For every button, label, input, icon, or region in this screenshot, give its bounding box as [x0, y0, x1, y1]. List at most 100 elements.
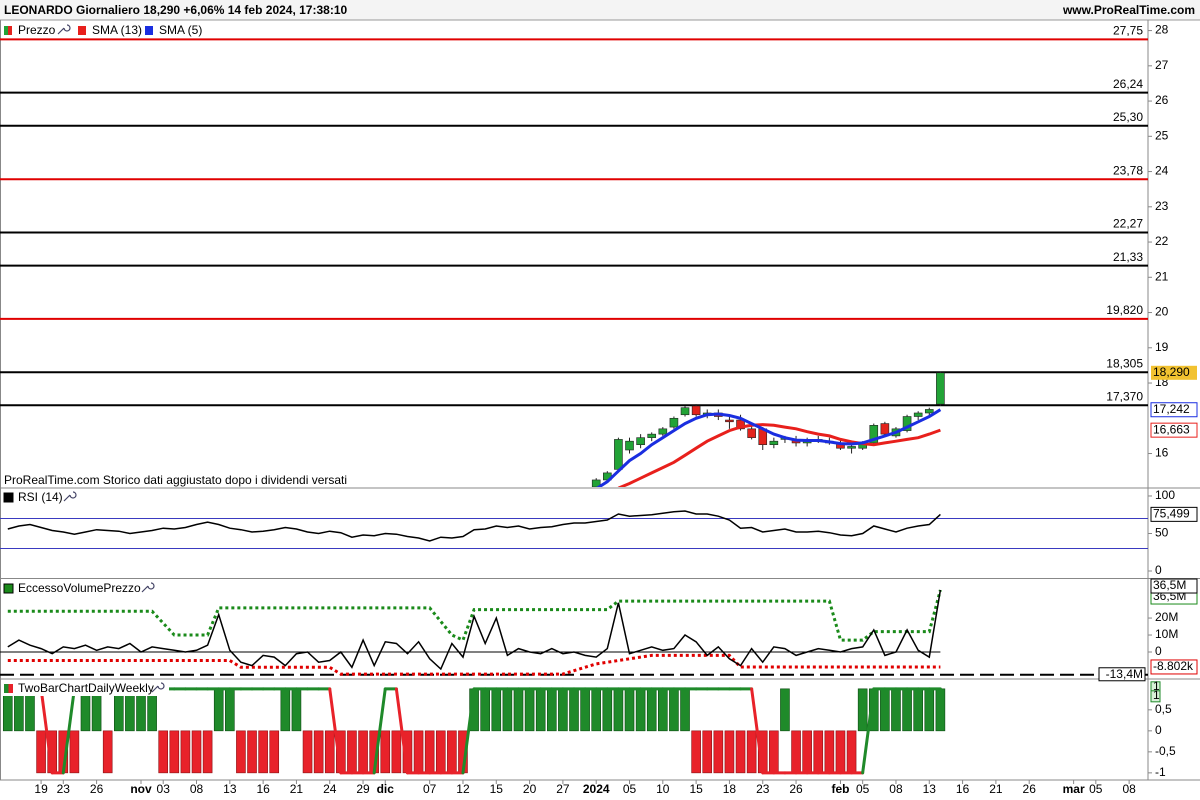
- bar: [924, 688, 935, 732]
- legend-icon: [8, 684, 13, 693]
- bar: [313, 730, 324, 774]
- bar: [424, 730, 435, 774]
- candle-body: [669, 417, 679, 428]
- bar: [302, 730, 313, 774]
- x-tick-label: 03: [157, 782, 171, 796]
- value-tag: 18,290: [1153, 365, 1190, 379]
- bar: [735, 730, 746, 774]
- x-tick-label: 16: [256, 782, 270, 796]
- y-tick-label: 0,5: [1155, 702, 1172, 716]
- value-tag-box: [1151, 365, 1197, 380]
- sma-line: [617, 423, 941, 487]
- bar: [935, 688, 946, 732]
- candle-body: [591, 479, 601, 487]
- bar: [680, 688, 690, 732]
- y-tick-label: 28: [1155, 23, 1169, 37]
- level-label: 23,78: [1113, 163, 1143, 177]
- x-tick-label: nov: [130, 782, 152, 796]
- x-tick-label: 29: [356, 782, 370, 796]
- x-tick-label: 05: [856, 782, 870, 796]
- level-label: 26,24: [1113, 77, 1143, 91]
- candle-body: [769, 440, 779, 446]
- y-tick-label: 20: [1155, 305, 1169, 319]
- candle-body: [647, 433, 657, 438]
- x-tick-label: 15: [490, 782, 504, 796]
- band-line: [7, 653, 941, 676]
- y-tick-label: 0: [1155, 563, 1162, 577]
- bar: [546, 688, 557, 732]
- x-tick-label: 24: [323, 782, 337, 796]
- level-label: -13,4M: [1106, 667, 1143, 681]
- bar: [435, 730, 446, 774]
- settings-icon: [151, 682, 165, 693]
- x-tick-label: 16: [956, 782, 970, 796]
- level-label: 22,27: [1113, 217, 1143, 231]
- bar: [491, 688, 502, 732]
- bar: [169, 730, 180, 774]
- candle-body: [736, 419, 745, 430]
- weekly-line: [461, 687, 476, 775]
- bar: [802, 730, 812, 774]
- legend-bg: [1, 23, 206, 38]
- legend-label: Prezzo: [18, 23, 56, 37]
- weekly-line: [372, 687, 387, 775]
- bar: [702, 730, 713, 774]
- bar: [36, 730, 46, 774]
- value-tag: -8.802k: [1153, 659, 1194, 673]
- legend-bg: [1, 490, 81, 505]
- bar: [580, 688, 590, 732]
- x-tick-label: 13: [223, 782, 237, 796]
- candle-body: [658, 428, 668, 435]
- y-tick-label: 20M: [1155, 610, 1178, 624]
- candle-body: [924, 409, 934, 414]
- value-tag: 1: [1153, 688, 1160, 702]
- legend-label: SMA (5): [159, 23, 202, 37]
- bar: [513, 688, 524, 732]
- candle-body: [725, 419, 734, 423]
- x-tick-label: dic: [377, 782, 395, 796]
- value-tag-box: [1150, 659, 1198, 675]
- bar: [69, 730, 80, 774]
- value-tag-box: [1150, 578, 1198, 594]
- bar: [502, 688, 513, 732]
- note: ProRealTime.com Storico dati aggiustato …: [4, 473, 347, 487]
- x-tick-label: 23: [57, 782, 71, 796]
- candle-body: [614, 439, 623, 470]
- weekly-line: [39, 687, 54, 775]
- x-tick-label: 18: [723, 782, 737, 796]
- bar: [746, 730, 757, 774]
- x-tick-label: 12: [456, 782, 470, 796]
- candle-body: [869, 425, 879, 444]
- bar: [835, 730, 846, 774]
- legend-label: RSI (14): [18, 490, 63, 504]
- bar: [447, 730, 457, 774]
- bar: [846, 730, 857, 774]
- legend-icon: [3, 492, 14, 503]
- bar: [225, 688, 235, 732]
- bar: [102, 730, 113, 774]
- bar: [635, 688, 646, 732]
- bar: [480, 688, 490, 732]
- value-tag-box: [1150, 422, 1198, 438]
- x-tick-label: 05: [623, 782, 637, 796]
- weekly-line: [328, 687, 343, 775]
- y-tick-label: 25: [1155, 128, 1169, 142]
- value-tag: 36,5M: [1153, 578, 1186, 592]
- x-tick-label: 27: [556, 782, 570, 796]
- band-line: [7, 589, 942, 643]
- bar: [291, 688, 302, 732]
- weekly-line: [750, 687, 765, 775]
- bar: [213, 688, 224, 732]
- weekly-line: [861, 687, 876, 775]
- legend-bg: [1, 581, 156, 596]
- legend-icon: [8, 26, 12, 35]
- bar: [880, 688, 890, 732]
- x-tick-label: 26: [1023, 782, 1037, 796]
- bar: [236, 730, 246, 774]
- y-tick-label: 24: [1155, 164, 1169, 178]
- x-tick-label: 26: [789, 782, 803, 796]
- y-tick-label: 23: [1155, 199, 1169, 213]
- value-tag-box: [1150, 402, 1198, 418]
- y-tick-label: 16: [1155, 446, 1169, 460]
